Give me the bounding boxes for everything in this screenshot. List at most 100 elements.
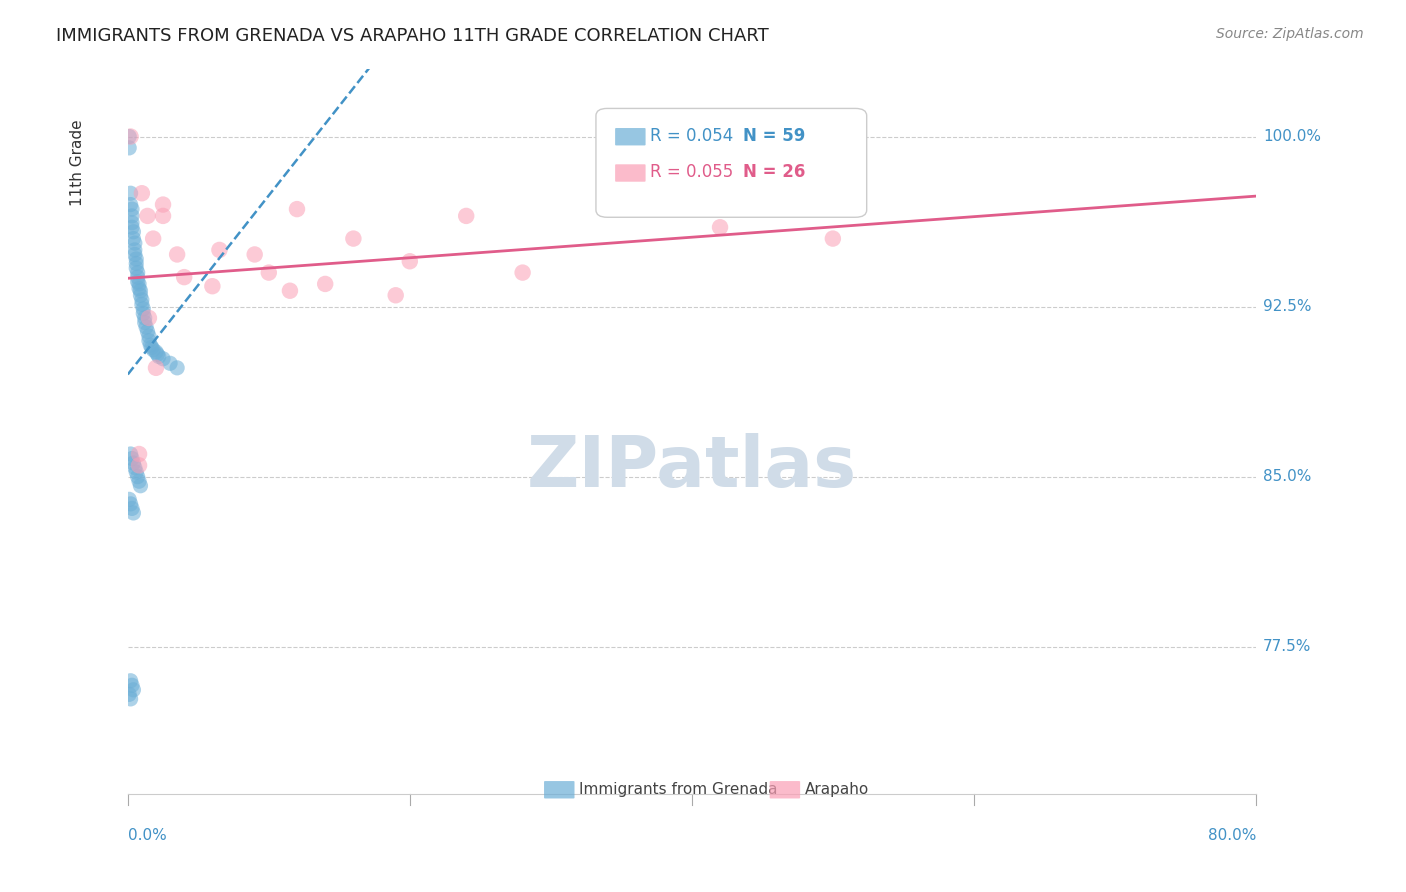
Text: 80.0%: 80.0% <box>1208 828 1256 843</box>
Text: R = 0.054: R = 0.054 <box>650 127 734 145</box>
Point <box>146 347 169 361</box>
Point <box>121 220 143 235</box>
FancyBboxPatch shape <box>596 109 866 218</box>
Text: 77.5%: 77.5% <box>1263 640 1312 654</box>
Point <box>257 266 280 280</box>
Point <box>314 277 336 291</box>
Point <box>145 360 167 375</box>
Point <box>118 687 141 701</box>
Point <box>121 678 143 692</box>
FancyBboxPatch shape <box>769 781 800 798</box>
Point <box>152 351 174 366</box>
Point <box>125 261 148 276</box>
Point <box>129 284 152 298</box>
Point <box>141 340 163 354</box>
Point <box>120 129 142 144</box>
Point <box>125 256 148 270</box>
Point <box>243 247 266 261</box>
Point <box>128 458 150 473</box>
Point <box>512 266 534 280</box>
Point <box>131 186 153 201</box>
Point <box>121 202 143 216</box>
Text: 100.0%: 100.0% <box>1263 129 1322 144</box>
Point <box>136 325 159 339</box>
Point <box>124 236 146 251</box>
Point <box>384 288 406 302</box>
Point <box>173 270 195 285</box>
Point <box>135 320 157 334</box>
Point <box>201 279 224 293</box>
Text: 92.5%: 92.5% <box>1263 299 1312 314</box>
Text: Arapaho: Arapaho <box>804 781 869 797</box>
Point <box>456 209 478 223</box>
Point <box>709 220 731 235</box>
Point <box>208 243 231 257</box>
Point <box>124 247 146 261</box>
Point <box>166 360 188 375</box>
Point <box>120 692 142 706</box>
Point <box>121 451 143 466</box>
Text: R = 0.055: R = 0.055 <box>650 163 734 181</box>
Point <box>127 270 149 285</box>
Point <box>129 479 152 493</box>
Point <box>122 506 145 520</box>
Point <box>131 297 153 311</box>
Point <box>134 310 156 325</box>
Point <box>145 345 167 359</box>
Point <box>120 186 142 201</box>
Text: IMMIGRANTS FROM GRENADA VS ARAPAHO 11TH GRADE CORRELATION CHART: IMMIGRANTS FROM GRENADA VS ARAPAHO 11TH … <box>56 27 769 45</box>
Point <box>128 277 150 291</box>
Point <box>118 141 141 155</box>
Point <box>118 492 141 507</box>
Point <box>127 469 149 483</box>
Point <box>132 306 155 320</box>
Point <box>128 474 150 488</box>
Point <box>121 216 143 230</box>
Point <box>285 202 308 216</box>
Point <box>118 129 141 144</box>
Point <box>142 231 165 245</box>
Point <box>138 334 160 348</box>
FancyBboxPatch shape <box>614 164 645 182</box>
Point <box>124 460 146 475</box>
Point <box>125 465 148 479</box>
Point <box>148 350 170 364</box>
Point <box>138 329 160 343</box>
Point <box>131 293 153 307</box>
Text: Immigrants from Grenada: Immigrants from Grenada <box>579 781 778 797</box>
Point <box>398 254 420 268</box>
Text: ZIPatlas: ZIPatlas <box>527 434 856 502</box>
Point <box>136 209 159 223</box>
Point <box>127 266 149 280</box>
Point <box>120 197 142 211</box>
Point <box>124 243 146 257</box>
Point <box>127 275 149 289</box>
Point <box>128 447 150 461</box>
Point <box>128 281 150 295</box>
Point <box>120 673 142 688</box>
Point <box>120 447 142 461</box>
Point <box>821 231 844 245</box>
FancyBboxPatch shape <box>614 128 645 145</box>
Point <box>166 247 188 261</box>
Point <box>278 284 301 298</box>
Point <box>120 497 142 511</box>
Point <box>121 501 143 516</box>
Text: 85.0%: 85.0% <box>1263 469 1312 484</box>
Text: N = 26: N = 26 <box>742 163 806 181</box>
Text: Source: ZipAtlas.com: Source: ZipAtlas.com <box>1216 27 1364 41</box>
Point <box>122 231 145 245</box>
Point <box>139 338 162 352</box>
Point <box>134 316 156 330</box>
Point <box>152 197 174 211</box>
Point <box>159 356 181 370</box>
Point <box>132 301 155 316</box>
Text: 11th Grade: 11th Grade <box>69 120 84 206</box>
FancyBboxPatch shape <box>544 781 575 798</box>
Point <box>122 682 145 697</box>
Point <box>129 288 152 302</box>
Point <box>142 343 165 357</box>
Point <box>342 231 364 245</box>
Text: N = 59: N = 59 <box>742 127 806 145</box>
Point <box>152 209 174 223</box>
